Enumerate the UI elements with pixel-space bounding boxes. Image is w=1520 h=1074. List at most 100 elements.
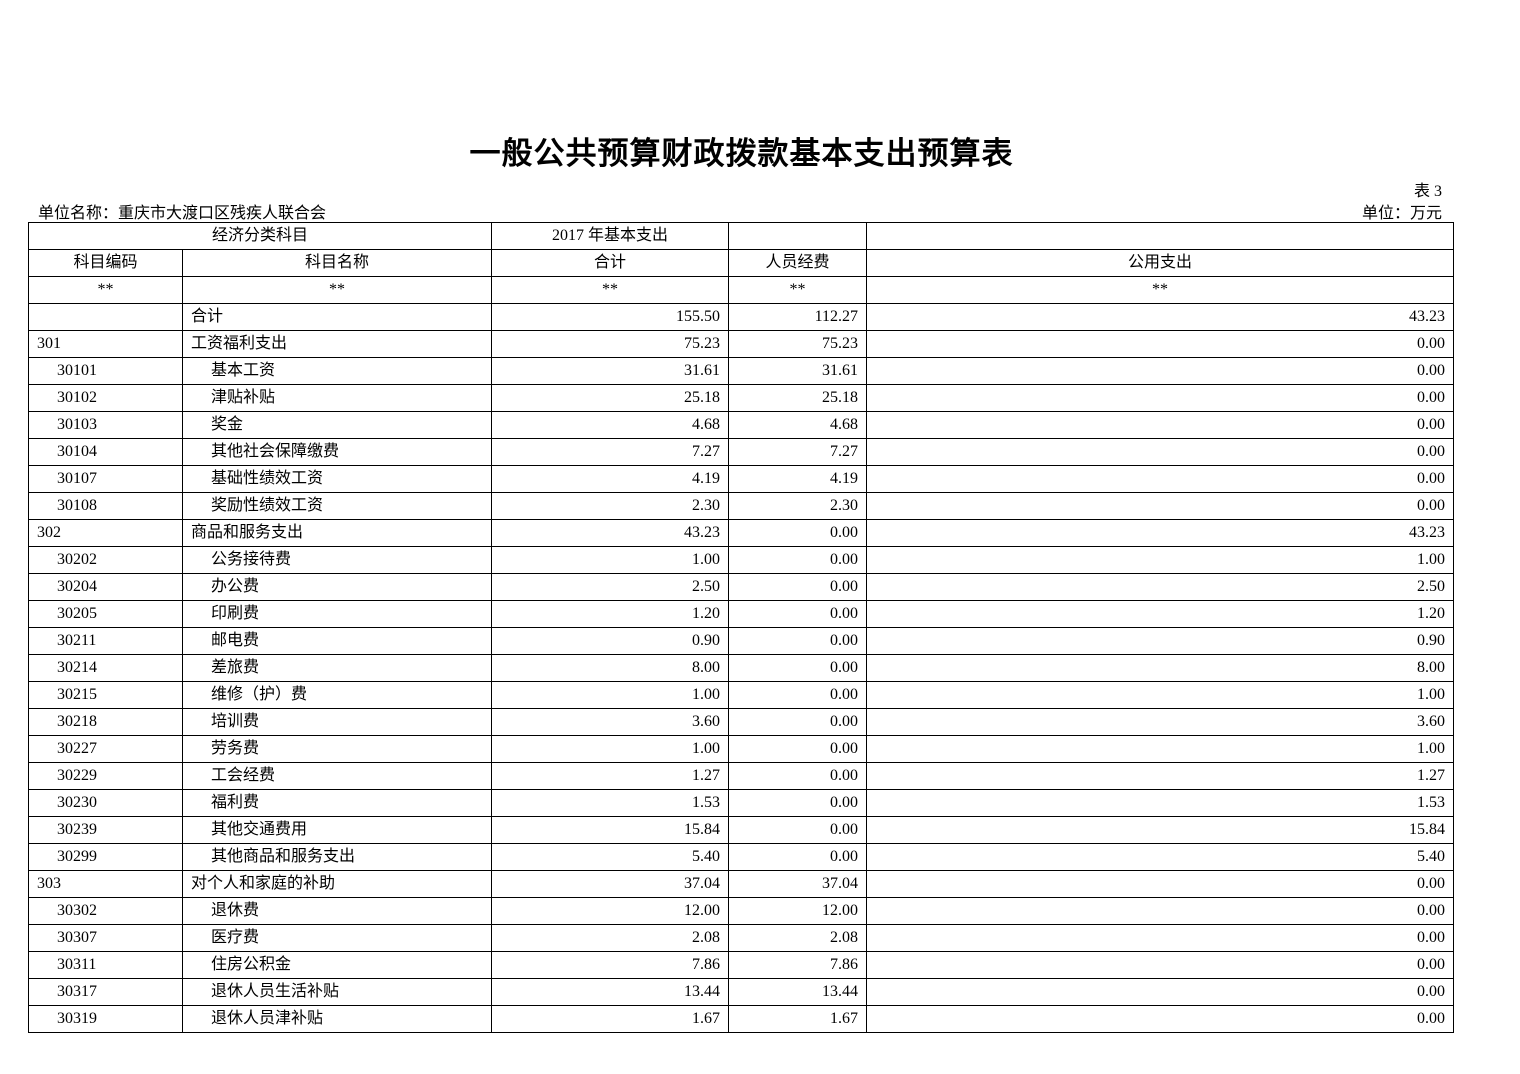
header-row-columns: 科目编码 科目名称 合计 人员经费 公用支出 <box>28 249 1454 277</box>
table-row: 30229 工会经费 1.27 0.00 1.27 <box>28 762 1454 790</box>
cell-public: 0.00 <box>866 951 1454 979</box>
cell-total: 4.68 <box>491 411 729 439</box>
cell-code: 30307 <box>28 924 183 952</box>
header-name: 科目名称 <box>182 249 492 277</box>
cell-code: 30215 <box>28 681 183 709</box>
cell-personnel: 37.04 <box>728 870 867 898</box>
cell-name: 公务接待费 <box>182 546 492 574</box>
currency-unit: 单位：万元 <box>1361 205 1442 222</box>
cell-total: 2.50 <box>491 573 729 601</box>
cell-personnel: 112.27 <box>728 303 867 331</box>
cell-personnel: 0.00 <box>728 681 867 709</box>
cell-total: 1.53 <box>491 789 729 817</box>
cell-name: 工资福利支出 <box>182 330 492 358</box>
cell-total: 0.90 <box>491 627 729 655</box>
cell-code: 30214 <box>28 654 183 682</box>
cell-name: 合计 <box>182 303 492 331</box>
cell-name: 医疗费 <box>182 924 492 952</box>
cell-total: 12.00 <box>491 897 729 925</box>
cell-name: 基础性绩效工资 <box>182 465 492 493</box>
header-code: 科目编码 <box>28 249 183 277</box>
table-row: 30302 退休费 12.00 12.00 0.00 <box>28 897 1454 925</box>
cell-code: 30229 <box>28 762 183 790</box>
cell-personnel: 0.00 <box>728 816 867 844</box>
cell-total: 2.30 <box>491 492 729 520</box>
table-row: 30102 津贴补贴 25.18 25.18 0.00 <box>28 384 1454 412</box>
table-number: 表 3 <box>1413 183 1442 200</box>
table-row: 30202 公务接待费 1.00 0.00 1.00 <box>28 546 1454 574</box>
table-row: 30317 退休人员生活补贴 13.44 13.44 0.00 <box>28 978 1454 1006</box>
table-row: 30205 印刷费 1.20 0.00 1.20 <box>28 600 1454 628</box>
cell-total: 13.44 <box>491 978 729 1006</box>
cell-code: 30218 <box>28 708 183 736</box>
table-row: 30107 基础性绩效工资 4.19 4.19 0.00 <box>28 465 1454 493</box>
cell-code: 30319 <box>28 1005 183 1033</box>
cell-total: 1.67 <box>491 1005 729 1033</box>
cell-public: 0.00 <box>866 357 1454 385</box>
cell-name: 其他社会保障缴费 <box>182 438 492 466</box>
cell-total: 2.08 <box>491 924 729 952</box>
cell-total: 155.50 <box>491 303 729 331</box>
cell-code: 301 <box>28 330 183 358</box>
table-row: 合计 155.50 112.27 43.23 <box>28 303 1454 331</box>
cell-code: 30102 <box>28 384 183 412</box>
header-personnel: 人员经费 <box>728 249 867 277</box>
cell-public: 0.00 <box>866 330 1454 358</box>
cell-total: 31.61 <box>491 357 729 385</box>
cell-name: 印刷费 <box>182 600 492 628</box>
cell-total: 75.23 <box>491 330 729 358</box>
cell-total: 5.40 <box>491 843 729 871</box>
cell-total: 7.86 <box>491 951 729 979</box>
cell-name: 奖励性绩效工资 <box>182 492 492 520</box>
cell-name: 对个人和家庭的补助 <box>182 870 492 898</box>
table-row: 30211 邮电费 0.90 0.00 0.90 <box>28 627 1454 655</box>
cell-personnel: 0.00 <box>728 843 867 871</box>
cell-total: 1.20 <box>491 600 729 628</box>
header-row-marks: ** ** ** ** ** <box>28 276 1454 304</box>
cell-code: 30302 <box>28 897 183 925</box>
cell-public: 0.00 <box>866 1005 1454 1033</box>
cell-name: 商品和服务支出 <box>182 519 492 547</box>
cell-public: 0.00 <box>866 924 1454 952</box>
cell-public: 0.00 <box>866 897 1454 925</box>
cell-public: 15.84 <box>866 816 1454 844</box>
cell-code <box>28 303 183 331</box>
table-row: 30218 培训费 3.60 0.00 3.60 <box>28 708 1454 736</box>
table-row: 30319 退休人员津补贴 1.67 1.67 0.00 <box>28 1005 1454 1033</box>
cell-personnel: 0.00 <box>728 708 867 736</box>
cell-code: 30107 <box>28 465 183 493</box>
unit-name: 单位名称：重庆市大渡口区残疾人联合会 <box>38 205 327 222</box>
cell-personnel: 12.00 <box>728 897 867 925</box>
cell-public: 43.23 <box>866 519 1454 547</box>
cell-personnel: 4.19 <box>728 465 867 493</box>
cell-personnel: 0.00 <box>728 519 867 547</box>
cell-personnel: 13.44 <box>728 978 867 1006</box>
cell-personnel: 2.08 <box>728 924 867 952</box>
cell-public: 5.40 <box>866 843 1454 871</box>
cell-name: 奖金 <box>182 411 492 439</box>
table-row: 30230 福利费 1.53 0.00 1.53 <box>28 789 1454 817</box>
cell-total: 4.19 <box>491 465 729 493</box>
table-row: 30227 劳务费 1.00 0.00 1.00 <box>28 735 1454 763</box>
cell-public: 1.00 <box>866 681 1454 709</box>
cell-code: 30101 <box>28 357 183 385</box>
cell-name: 维修（护）费 <box>182 681 492 709</box>
cell-public: 0.00 <box>866 978 1454 1006</box>
cell-public: 1.53 <box>866 789 1454 817</box>
table-row: 30311 住房公积金 7.86 7.86 0.00 <box>28 951 1454 979</box>
table-row: 303 对个人和家庭的补助 37.04 37.04 0.00 <box>28 870 1454 898</box>
cell-total: 1.00 <box>491 681 729 709</box>
cell-name: 工会经费 <box>182 762 492 790</box>
cell-personnel: 0.00 <box>728 654 867 682</box>
table-row: 30299 其他商品和服务支出 5.40 0.00 5.40 <box>28 843 1454 871</box>
cell-total: 8.00 <box>491 654 729 682</box>
cell-personnel: 0.00 <box>728 627 867 655</box>
cell-total: 25.18 <box>491 384 729 412</box>
cell-personnel: 0.00 <box>728 546 867 574</box>
cell-name: 退休人员津补贴 <box>182 1005 492 1033</box>
cell-name: 基本工资 <box>182 357 492 385</box>
cell-total: 1.00 <box>491 546 729 574</box>
table-row: 30215 维修（护）费 1.00 0.00 1.00 <box>28 681 1454 709</box>
cell-name: 住房公积金 <box>182 951 492 979</box>
page-title: 一般公共预算财政拨款基本支出预算表 <box>469 136 1014 171</box>
